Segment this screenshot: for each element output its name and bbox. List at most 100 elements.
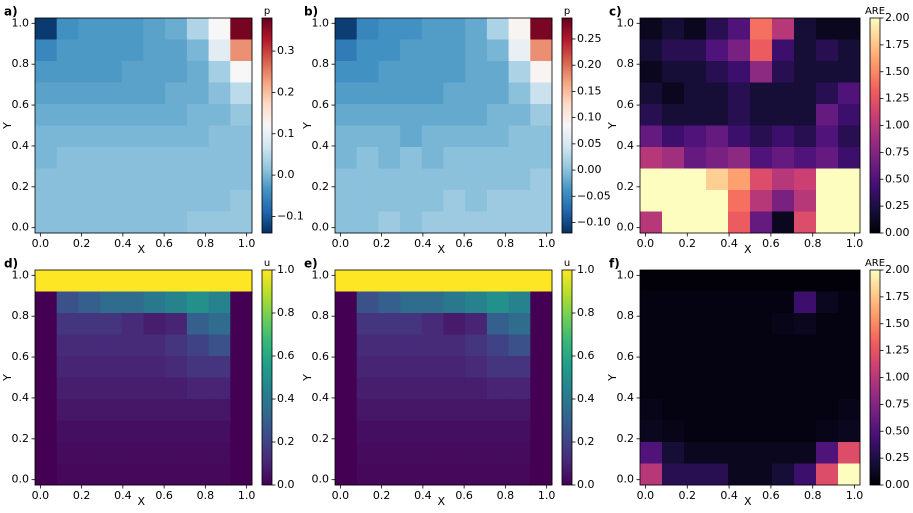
- heatmap-cell: [530, 442, 553, 464]
- heatmap-cell: [121, 104, 144, 126]
- heatmap-cell: [100, 147, 123, 169]
- heatmap-cell: [465, 291, 488, 314]
- heatmap-cell: [530, 270, 553, 292]
- heatmap-cell: [356, 18, 379, 40]
- heatmap-cell: [230, 442, 253, 464]
- heatmap-cell: [143, 270, 166, 292]
- heatmap-cell: [728, 125, 751, 148]
- heatmap-cell: [35, 211, 58, 234]
- colorbar-tick-label: 0.0: [277, 168, 295, 181]
- heatmap-cell: [356, 291, 379, 314]
- x-tick-label: 0.0: [32, 489, 50, 502]
- heatmap-cell: [706, 377, 729, 400]
- heatmap-cell: [443, 313, 466, 335]
- heatmap-cell: [794, 190, 817, 212]
- heatmap-cell: [443, 168, 466, 191]
- heatmap-cell: [165, 39, 188, 62]
- heatmap-cell: [208, 442, 231, 464]
- heatmap-cell: [465, 147, 488, 169]
- colorbar-tick-label: 0.75: [885, 397, 910, 410]
- heatmap-cell: [640, 61, 663, 83]
- heatmap-cell: [56, 399, 79, 421]
- heatmap-cell: [838, 463, 861, 486]
- heatmap-cell: [684, 420, 707, 443]
- y-axis-label: Y: [606, 122, 619, 130]
- heatmap-cell: [838, 291, 861, 314]
- heatmap-cell: [335, 442, 358, 464]
- y-tick-label: 0.4: [12, 139, 30, 152]
- heatmap-cell: [356, 463, 379, 486]
- heatmap-cell: [465, 18, 488, 40]
- heatmap-cell: [728, 334, 751, 357]
- heatmap-cell: [378, 291, 401, 314]
- plot-frame: [334, 269, 553, 486]
- heatmap-cell: [400, 270, 423, 292]
- heatmap-cell: [750, 420, 773, 443]
- heatmap-cell: [421, 147, 444, 169]
- heatmap-cell: [165, 18, 188, 40]
- heatmap-cell: [794, 377, 817, 400]
- heatmap-cell: [728, 420, 751, 443]
- heatmap-cell: [772, 104, 795, 126]
- heatmap-cell: [208, 168, 231, 191]
- heatmap-cell: [143, 442, 166, 464]
- heatmap-cell: [421, 334, 444, 357]
- colorbar-tick-label: 0.4: [577, 392, 595, 405]
- heatmap-cell: [56, 104, 79, 126]
- heatmap-cell: [56, 442, 79, 464]
- colorbar-tick-label: 2.00: [885, 11, 910, 24]
- colorbar-tick-label: 0.50: [885, 172, 910, 185]
- x-axis-label: X: [138, 495, 146, 508]
- heatmap-cell: [378, 18, 401, 40]
- colorbar-tick-label: 0.00: [885, 226, 910, 239]
- heatmap-cell: [838, 442, 861, 464]
- heatmap-cell: [508, 377, 531, 400]
- heatmap-cell: [78, 147, 101, 169]
- colorbar-tick-label: 0.20: [577, 58, 602, 71]
- heatmap-cell: [640, 168, 663, 191]
- heatmap-cell: [728, 190, 751, 212]
- y-tick-label: 0.4: [617, 139, 635, 152]
- heatmap-cell: [186, 442, 209, 464]
- colorbar-tick-label: 1.00: [885, 371, 910, 384]
- heatmap-cell: [143, 61, 166, 83]
- heatmap-cell: [706, 125, 729, 148]
- heatmap-cell: [816, 442, 839, 464]
- heatmap-cell: [165, 463, 188, 486]
- heatmap-cell: [335, 18, 358, 40]
- heatmap-cell: [121, 270, 144, 292]
- heatmap-cell: [78, 61, 101, 83]
- heatmap-cell: [335, 334, 358, 357]
- heatmap-cell: [530, 463, 553, 486]
- heatmap-cell: [838, 190, 861, 212]
- colorbar-tick-label: 1.00: [885, 119, 910, 132]
- heatmap-cell: [640, 377, 663, 400]
- heatmap-cell: [335, 356, 358, 378]
- heatmap-cell: [443, 125, 466, 148]
- heatmap-cell: [465, 442, 488, 464]
- heatmap-cell: [208, 190, 231, 212]
- x-tick-label: 0.6: [155, 237, 173, 250]
- heatmap-cell: [530, 377, 553, 400]
- heatmap-cell: [230, 82, 253, 105]
- heatmap-cell: [143, 291, 166, 314]
- heatmap-cell: [335, 104, 358, 126]
- heatmap-cell: [486, 147, 509, 169]
- heatmap-cell: [662, 313, 685, 335]
- heatmap-cell: [421, 420, 444, 443]
- heatmap-cell: [121, 168, 144, 191]
- heatmap-cell: [508, 125, 531, 148]
- colorbar-label: ARE: [865, 258, 885, 269]
- heatmap-cell: [121, 356, 144, 378]
- heatmap-cell: [356, 442, 379, 464]
- heatmap-cell: [335, 147, 358, 169]
- heatmap-cell: [56, 147, 79, 169]
- heatmap-cell: [400, 211, 423, 234]
- colorbar-label: p: [264, 6, 270, 17]
- colorbar: [261, 269, 273, 486]
- heatmap-cell: [750, 313, 773, 335]
- heatmap-cell: [421, 18, 444, 40]
- heatmap-cell: [230, 356, 253, 378]
- heatmap-cell: [186, 356, 209, 378]
- heatmap-cell: [208, 420, 231, 443]
